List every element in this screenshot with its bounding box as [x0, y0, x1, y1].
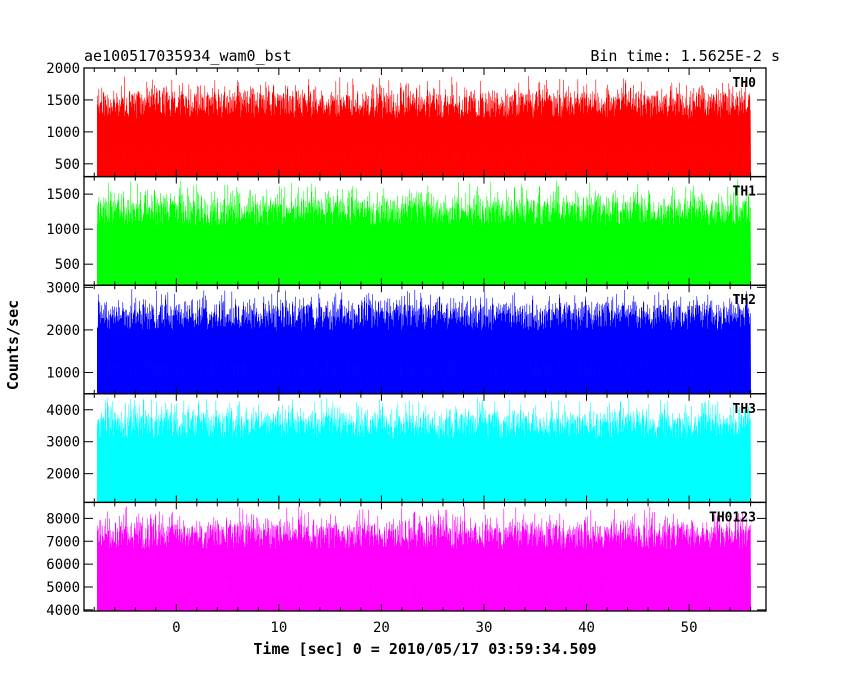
- series-th3: [97, 398, 750, 503]
- y-tick-label: 6000: [46, 557, 80, 573]
- y-tick-label: 1000: [46, 222, 80, 238]
- y-tick-label: 7000: [46, 534, 80, 550]
- x-axis-label: Time [sec] 0 = 2010/05/17 03:59:34.509: [253, 640, 596, 658]
- y-tick-label: 2000: [46, 61, 80, 77]
- series-th0123: [97, 506, 750, 611]
- series-th2: [97, 289, 750, 394]
- panel-th2: 1000 2000 3000 TH2: [46, 280, 766, 393]
- panel-th3: 2000 3000 4000 TH3: [46, 394, 766, 503]
- x-tick-label: 0: [172, 620, 180, 636]
- bin-time-label: Bin time: 1.5625E-2 s: [590, 47, 780, 65]
- y-tick-label: 500: [55, 157, 80, 173]
- y-tick-label: 3000: [46, 280, 80, 296]
- y-tick-label: 8000: [46, 511, 80, 527]
- y-tick-label: 1000: [46, 125, 80, 141]
- x-tick-label: 20: [373, 620, 390, 636]
- y-tick-label: 4000: [46, 403, 80, 419]
- panel-th1: 500 1000 1500 TH1: [46, 177, 766, 286]
- y-tick-label: 2000: [46, 467, 80, 483]
- panel-th0: 500 1000 1500 2000 TH0: [46, 61, 766, 177]
- x-tick-label: 40: [578, 620, 595, 636]
- x-tick-label: 10: [270, 620, 287, 636]
- y-tick-label: 1500: [46, 187, 80, 203]
- y-tick-label: 1500: [46, 93, 80, 109]
- y-tick-label: 4000: [46, 603, 80, 619]
- panel-label: TH3: [733, 402, 756, 417]
- y-tick-label: 2000: [46, 323, 80, 339]
- x-tick-label: 30: [476, 620, 493, 636]
- y-tick-label: 5000: [46, 580, 80, 596]
- y-axis-label: Counts/sec: [4, 300, 22, 390]
- panel-label: TH0: [733, 76, 757, 91]
- x-tick-label: 50: [681, 620, 698, 636]
- series-th1: [97, 179, 750, 285]
- series-th0: [97, 76, 750, 177]
- panels-group: 500100015002000TH050010001500TH110002000…: [46, 61, 766, 636]
- y-tick-label: 1000: [46, 366, 80, 382]
- panel-label: TH2: [733, 293, 756, 308]
- panel-th0123: 4000 5000 6000 7000 8000 TH0123: [46, 502, 766, 618]
- y-tick-label: 500: [55, 257, 80, 273]
- chart-title: ae100517035934_wam0_bst: [84, 47, 292, 65]
- panel-label: TH0123: [709, 510, 756, 525]
- panel-label: TH1: [733, 185, 757, 200]
- y-tick-label: 3000: [46, 435, 80, 451]
